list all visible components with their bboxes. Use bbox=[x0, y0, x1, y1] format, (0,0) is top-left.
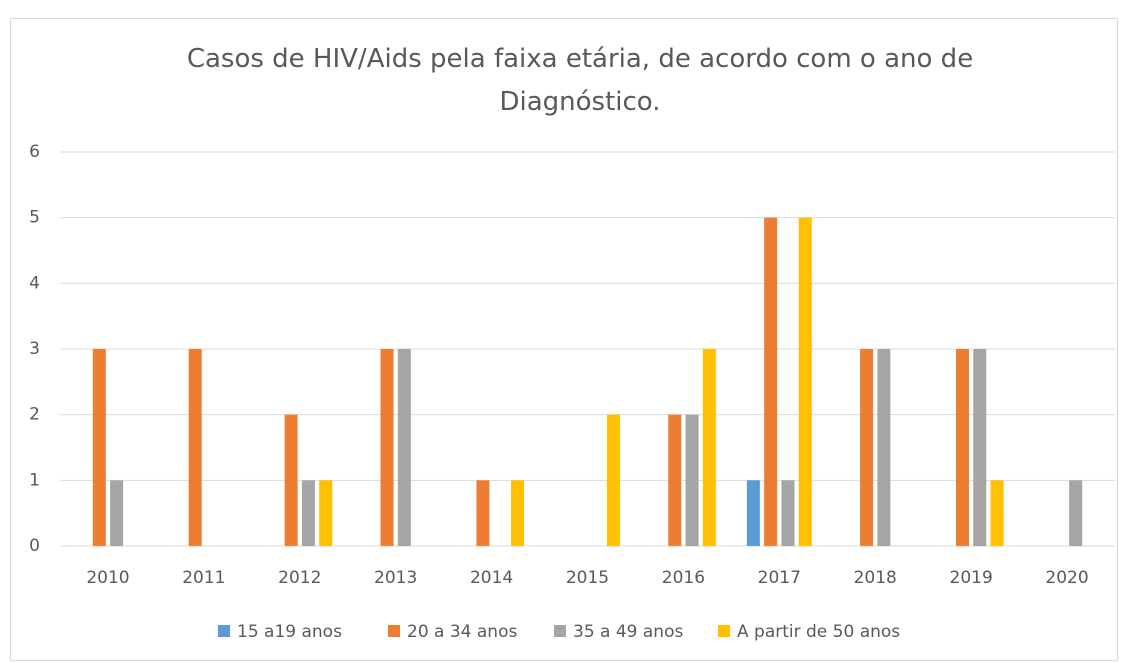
y-tick-label: 0 bbox=[29, 536, 40, 556]
bar bbox=[476, 480, 490, 546]
y-tick-label: 5 bbox=[29, 208, 40, 228]
bar bbox=[511, 480, 525, 546]
bar bbox=[319, 480, 333, 546]
legend-label: 35 a 49 anos bbox=[573, 622, 683, 642]
bar bbox=[702, 349, 716, 546]
bar bbox=[746, 480, 760, 546]
bar bbox=[973, 349, 987, 546]
bar bbox=[606, 414, 620, 546]
legend-swatch bbox=[388, 625, 400, 637]
y-tick-label: 2 bbox=[29, 405, 40, 425]
x-tick-label: 2015 bbox=[566, 568, 609, 588]
legend-swatch bbox=[718, 625, 730, 637]
bar bbox=[380, 349, 394, 546]
bar bbox=[397, 349, 411, 546]
bar bbox=[188, 349, 202, 546]
x-tick-label: 2017 bbox=[758, 568, 801, 588]
bar bbox=[990, 480, 1004, 546]
y-tick-label: 4 bbox=[29, 273, 40, 293]
y-tick-label: 6 bbox=[29, 142, 40, 162]
bar bbox=[92, 349, 106, 546]
chart-frame bbox=[10, 18, 1118, 661]
bar bbox=[668, 414, 682, 546]
bar bbox=[301, 480, 315, 546]
legend-label: A partir de 50 anos bbox=[737, 622, 900, 642]
legend-swatch bbox=[554, 625, 566, 637]
legend-label: 20 a 34 anos bbox=[407, 622, 517, 642]
x-tick-label: 2018 bbox=[854, 568, 897, 588]
bar bbox=[781, 480, 795, 546]
x-tick-label: 2011 bbox=[182, 568, 225, 588]
bar bbox=[685, 414, 699, 546]
bar bbox=[110, 480, 124, 546]
bar bbox=[877, 349, 891, 546]
y-tick-label: 3 bbox=[29, 339, 40, 359]
x-tick-label: 2020 bbox=[1045, 568, 1088, 588]
x-tick-label: 2012 bbox=[278, 568, 321, 588]
bar bbox=[798, 217, 812, 546]
x-tick-label: 2019 bbox=[950, 568, 993, 588]
bar bbox=[1069, 480, 1083, 546]
x-tick-label: 2016 bbox=[662, 568, 705, 588]
chart-title: Casos de HIV/Aids pela faixa etária, de … bbox=[186, 44, 974, 117]
bar bbox=[955, 349, 969, 546]
bar bbox=[860, 349, 874, 546]
legend-label: 15 a19 anos bbox=[237, 622, 342, 642]
y-tick-label: 1 bbox=[29, 470, 40, 490]
legend-swatch bbox=[218, 625, 230, 637]
x-tick-label: 2014 bbox=[470, 568, 513, 588]
bar bbox=[764, 217, 778, 546]
bar bbox=[284, 414, 298, 546]
x-tick-label: 2013 bbox=[374, 568, 417, 588]
x-tick-label: 2010 bbox=[86, 568, 129, 588]
